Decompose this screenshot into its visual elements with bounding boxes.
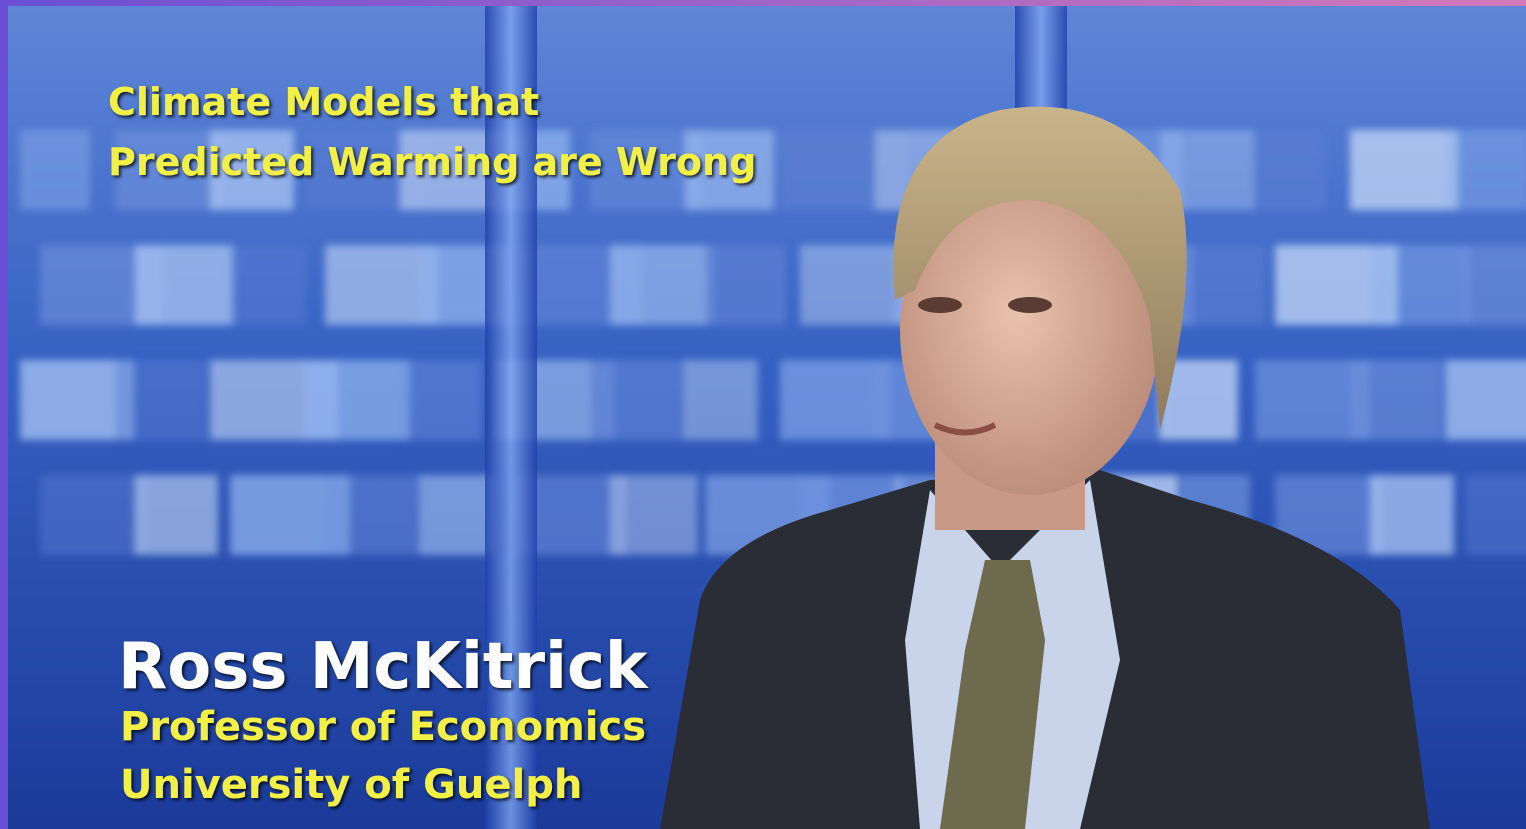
background-tile [1350, 130, 1458, 210]
background-tile [780, 360, 890, 440]
eye [918, 297, 962, 313]
video-frame: Climate Models that Predicted Warming ar… [0, 0, 1526, 829]
background-tile [610, 475, 698, 555]
speaker-affiliation: University of Guelph [120, 762, 582, 808]
background-tile [230, 245, 306, 325]
lower-third: Ross McKitrick Professor of Economics Un… [118, 630, 649, 808]
speaker-name: Ross McKitrick [118, 630, 649, 704]
background-tile [20, 130, 90, 210]
background-tile [1445, 360, 1526, 440]
top-border [0, 0, 1526, 6]
background-tile [1465, 245, 1526, 325]
background-tile [685, 360, 758, 440]
background-tile [135, 245, 234, 325]
background-tile [305, 360, 410, 440]
background-tile [610, 245, 714, 325]
headline-line: Predicted Warming are Wrong [108, 140, 756, 184]
background-tile [420, 475, 494, 555]
background-tile [1370, 475, 1454, 555]
background-tile [590, 360, 686, 440]
background-tile [1370, 245, 1470, 325]
background-tile [1255, 130, 1326, 210]
background-tile [400, 360, 482, 440]
eye [1008, 297, 1052, 313]
background-tile [1445, 130, 1526, 210]
background-tile [115, 360, 206, 440]
background-tile [325, 475, 422, 555]
background-tile [1180, 245, 1266, 325]
background-tile [1465, 475, 1526, 555]
headline-line: Climate Models that [108, 80, 539, 124]
background-tile [1350, 360, 1442, 440]
background-tile [705, 245, 786, 325]
speaker-title: Professor of Economics [120, 704, 646, 750]
left-border [0, 0, 8, 829]
background-tile [40, 475, 146, 555]
background-tile [135, 475, 218, 555]
